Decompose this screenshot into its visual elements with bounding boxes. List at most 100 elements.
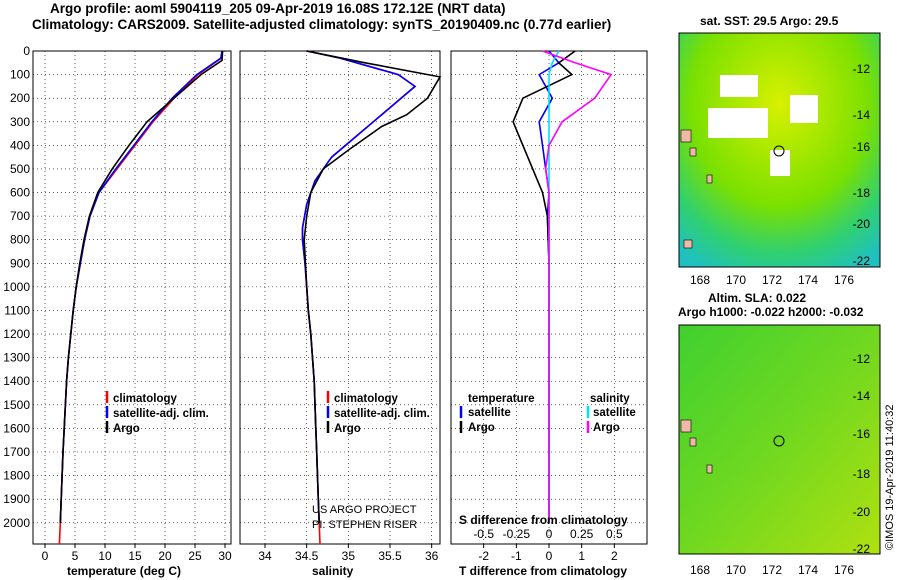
map-lon-tick-label: 176 bbox=[834, 563, 854, 577]
map-lon-tick-label: 170 bbox=[726, 273, 746, 287]
legend3-targo-label: Argo bbox=[468, 422, 495, 434]
temperature-lines bbox=[58, 50, 224, 545]
salinity-diff-tick-label: 0.5 bbox=[606, 527, 623, 541]
legend3-ssat-label: satellite bbox=[593, 407, 636, 419]
map-lon-tick-label: 168 bbox=[690, 273, 710, 287]
difference-lines bbox=[512, 50, 613, 523]
depth-tick-label: 900 bbox=[10, 256, 30, 270]
difference-xlabel: T difference from climatology bbox=[459, 564, 627, 578]
depth-tick-label: 1900 bbox=[3, 492, 30, 506]
legend-sat-label: satellite-adj. clim. bbox=[113, 408, 209, 420]
sst-cloud-patch bbox=[770, 150, 790, 176]
salinity-ticks: 34 34.5 35 35.5 36 bbox=[258, 544, 439, 563]
pi-credit: PI: STEPHEN RISER bbox=[312, 519, 418, 531]
temperature-grid bbox=[33, 50, 231, 544]
sst-cloud-patch bbox=[790, 95, 818, 123]
depth-tick-label: 1700 bbox=[3, 445, 30, 459]
depth-tick-label: 600 bbox=[10, 186, 30, 200]
map-lon-tick-label: 174 bbox=[798, 563, 818, 577]
x-tick-label: 15 bbox=[128, 549, 142, 563]
title-line-2: Climatology: CARS2009. Satellite-adjuste… bbox=[32, 17, 612, 32]
map-lon-tick-label: 170 bbox=[726, 563, 746, 577]
sla-map-label-2: Argo h1000: -0.022 h2000: -0.032 bbox=[678, 305, 864, 319]
x-tick-label: 0 bbox=[546, 549, 553, 563]
legend3-sargo-label: Argo bbox=[593, 422, 620, 434]
map-lat-tick-label: -20 bbox=[853, 505, 871, 519]
salinity-diff-tick-label: -0.5 bbox=[473, 527, 494, 541]
series-line-argo bbox=[303, 50, 442, 523]
sst-cloud-patch bbox=[708, 108, 768, 138]
salinity-diff-tick-label: 0 bbox=[546, 527, 553, 541]
depth-tick-label: 1600 bbox=[3, 421, 30, 435]
project-credit: US ARGO PROJECT bbox=[312, 504, 417, 516]
depth-tick-label: 400 bbox=[10, 138, 30, 152]
map-lat-tick-label: -16 bbox=[853, 140, 871, 154]
salinity-diff-tick-label: 0.25 bbox=[570, 527, 594, 541]
x-tick-label: 10 bbox=[98, 549, 112, 563]
legend3-tsat-label: satellite bbox=[468, 407, 511, 419]
depth-tick-label: 2000 bbox=[3, 516, 30, 530]
depth-tick-label: 500 bbox=[10, 162, 30, 176]
island-shape bbox=[706, 174, 713, 184]
x-tick-label: 2 bbox=[611, 549, 618, 563]
map-lon-tick-label: 168 bbox=[690, 563, 710, 577]
salinity-diff-tick-label: -0.25 bbox=[503, 527, 531, 541]
sst-map-label: sat. SST: 29.5 Argo: 29.5 bbox=[700, 14, 839, 28]
x-tick-label: 35.5 bbox=[378, 549, 402, 563]
imos-credit: ©IMOS 19-Apr-2019 11:40:32 bbox=[884, 404, 896, 550]
map-lat-tick-label: -22 bbox=[853, 542, 871, 556]
depth-tick-label: 100 bbox=[10, 68, 30, 82]
salinity-lines bbox=[301, 50, 442, 545]
x-tick-label: 1 bbox=[578, 549, 585, 563]
map-lat-tick-label: -20 bbox=[853, 217, 871, 231]
salinity-panel bbox=[239, 50, 441, 545]
depth-tick-label: 1300 bbox=[3, 351, 30, 365]
x-tick-label: 0 bbox=[42, 549, 49, 563]
island-shape bbox=[706, 464, 713, 474]
legend2-sat-label: satellite-adj. clim. bbox=[334, 408, 430, 420]
title-line-1: Argo profile: aoml 5904119_205 09-Apr-20… bbox=[50, 1, 506, 16]
depth-tick-label: 1500 bbox=[3, 398, 30, 412]
island-shape bbox=[680, 419, 692, 433]
depth-tick-label: 300 bbox=[10, 115, 30, 129]
depth-tick-label: 0 bbox=[23, 44, 30, 58]
map-lat-tick-label: -22 bbox=[853, 254, 871, 268]
island-shape bbox=[680, 129, 692, 143]
profile-legend: climatology satellite-adj. clim. Argo bbox=[105, 391, 209, 435]
x-tick-label: 36 bbox=[425, 549, 439, 563]
x-tick-label: 5 bbox=[72, 549, 79, 563]
sst-cloud-patch bbox=[720, 75, 758, 97]
sst-map bbox=[678, 32, 881, 268]
map-lat-tick-label: -12 bbox=[853, 62, 871, 76]
depth-tick-label: 200 bbox=[10, 91, 30, 105]
x-tick-label: 34.5 bbox=[295, 549, 319, 563]
legend-argo-label: Argo bbox=[113, 423, 140, 435]
legend3-salinity-head: salinity bbox=[590, 393, 630, 405]
difference-legend: temperature satellite Argo salinity sate… bbox=[459, 393, 636, 434]
x-tick-label: 25 bbox=[188, 549, 202, 563]
depth-tick-label: 700 bbox=[10, 209, 30, 223]
depth-tick-label: 800 bbox=[10, 233, 30, 247]
legend-clim-label: climatology bbox=[113, 393, 178, 405]
map-lon-tick-label: 172 bbox=[762, 563, 782, 577]
x-tick-label: 35 bbox=[342, 549, 356, 563]
map-lat-tick-label: -18 bbox=[853, 186, 871, 200]
salinity-xlabel: salinity bbox=[312, 564, 354, 578]
temperature-ticks: 0100200300400500600700800900100011001200… bbox=[3, 44, 232, 563]
salinity-grid bbox=[240, 50, 440, 544]
series-line-argo bbox=[59, 50, 224, 523]
s-difference-title: S difference from climatology bbox=[459, 513, 628, 527]
depth-tick-label: 1000 bbox=[3, 280, 30, 294]
argo-location-marker bbox=[773, 145, 785, 157]
x-tick-label: -1 bbox=[511, 549, 522, 563]
map-lon-tick-label: 172 bbox=[762, 273, 782, 287]
map-lat-tick-label: -14 bbox=[853, 389, 871, 403]
island-shape bbox=[689, 437, 697, 447]
depth-tick-label: 1800 bbox=[3, 469, 30, 483]
map-lon-tick-label: 176 bbox=[834, 273, 854, 287]
island-shape bbox=[689, 147, 697, 157]
x-tick-label: -2 bbox=[478, 549, 489, 563]
legend2-clim-label: climatology bbox=[334, 393, 399, 405]
map-lon-tick-label: 174 bbox=[798, 273, 818, 287]
